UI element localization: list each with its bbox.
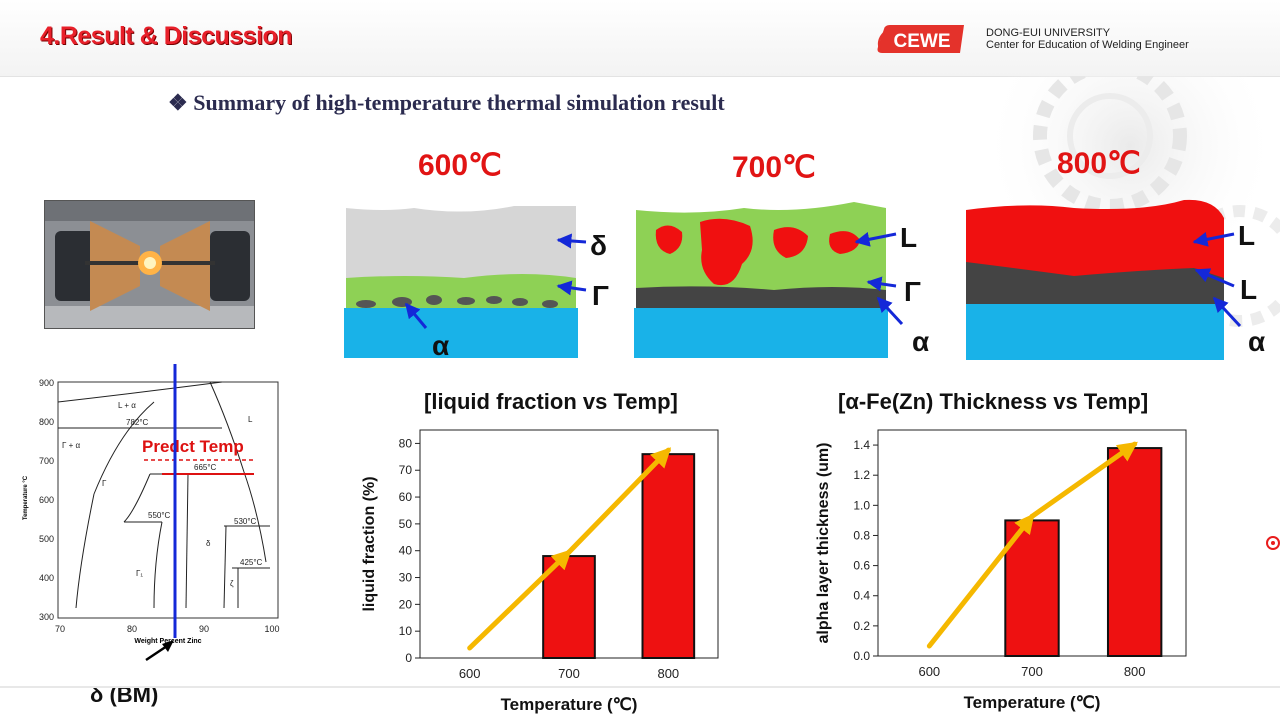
phase-xlabel: Weight Percent Zinc (134, 638, 201, 645)
trend-arrow (566, 447, 672, 555)
y-tick-label: 70 (399, 463, 413, 477)
phase-ytick: 700 (39, 456, 54, 466)
bar (542, 555, 596, 659)
micrograph-700 (634, 202, 888, 358)
y-tick-label: 1.4 (853, 438, 870, 452)
y-tick-label: 30 (399, 571, 413, 585)
y-tick-label: 0.8 (853, 528, 870, 542)
y-tick-label: 0.4 (853, 589, 870, 603)
phase-label-gamma: Γ (592, 280, 609, 311)
summary-heading: ❖ Summary of high-temperature thermal si… (168, 90, 725, 116)
liquid-fraction-chart: 0 10 20 30 40 50 60 70 80 600 700 800 Temperature (℃… (361, 429, 719, 714)
temp-label-800: 800℃ (1057, 147, 1141, 180)
y-tick-label: 60 (399, 490, 413, 504)
y-axis-label: liquid fraction (%) (361, 476, 378, 611)
micrograph-800 (966, 199, 1224, 360)
phase-region-label: 425°C (240, 558, 263, 567)
phase-region-label: 530°C (234, 517, 257, 526)
x-tick-label: 700 (1021, 664, 1043, 679)
x-tick-label: 600 (459, 666, 481, 681)
phase-ylabel: Temperature °C (23, 475, 29, 520)
phase-region-label: δ (206, 539, 211, 548)
trend-arrow (926, 513, 1035, 649)
phase-xtick: 70 (55, 624, 65, 634)
x-tick-label: 600 (918, 664, 940, 679)
section-title: 4.Result & Discussion (40, 22, 293, 50)
phase-region-label: 782°C (126, 418, 149, 427)
y-tick-label: 0 (405, 651, 412, 665)
phase-ytick: 900 (39, 378, 54, 388)
phase-ytick: 400 (39, 573, 54, 583)
phase-label-liquid: L (1240, 274, 1258, 305)
university-name: DONG-EUI UNIVERSITY Center for Education… (986, 27, 1189, 51)
phase-arrows (404, 231, 1242, 329)
thermal-simulator-photo (44, 200, 255, 329)
phase-label-gamma: Γ (904, 276, 921, 307)
phase-region-label: L (248, 415, 253, 424)
summary-title: Summary of high-temperature thermal simu… (193, 90, 725, 115)
phase-label-liquid: L (900, 222, 918, 253)
y-tick-label: 20 (399, 597, 413, 611)
phase-label-alpha: α (912, 326, 930, 357)
x-tick-label: 700 (558, 666, 580, 681)
phase-xtick: 80 (127, 624, 137, 634)
cu-zn-phase-diagram: 900 800 700 600 500 400 300 70 80 90 100… (23, 364, 280, 662)
x-tick-label: 800 (657, 666, 679, 681)
chart-title-alpha-thickness: [α-Fe(Zn) Thickness vs Temp] (838, 389, 1149, 414)
temp-label-600: 600℃ (418, 149, 502, 182)
y-tick-label: 1.2 (853, 468, 870, 482)
phase-region-label: Γ (102, 479, 107, 488)
phase-region-label: Γ₁ (136, 569, 143, 578)
phase-ytick: 500 (39, 534, 54, 544)
y-tick-label: 0.6 (853, 559, 870, 573)
y-tick-label: 50 (399, 517, 413, 531)
alpha-thickness-chart: 0.0 0.2 0.4 0.6 0.8 1.0 1.2 1.4 600 700 800 Tempera… (815, 429, 1187, 712)
temp-label-700: 700℃ (732, 151, 816, 184)
y-tick-label: 0.2 (853, 619, 870, 633)
y-tick-label: 40 (399, 544, 413, 558)
center-name: Center for Education of Welding Engineer (986, 39, 1189, 51)
x-axis-label: Temperature (℃) (964, 693, 1101, 712)
bar (1004, 519, 1060, 658)
trend-arrow (1029, 441, 1138, 519)
y-tick-label: 80 (399, 436, 413, 450)
phase-region-label: 665°C (194, 463, 217, 472)
diamond-bullet-icon: ❖ (168, 90, 194, 115)
phase-ytick: 600 (39, 495, 54, 505)
phase-ytick: 800 (39, 417, 54, 427)
micrograph-600 (344, 206, 578, 358)
phase-label-delta: δ (590, 230, 607, 261)
phase-label-liquid: L (1238, 220, 1256, 251)
predict-temp-annotation: Predct Temp (142, 437, 244, 456)
x-axis-label: Temperature (℃) (501, 695, 638, 714)
phase-xtick: 100 (264, 624, 279, 634)
phase-xtick: 90 (199, 624, 209, 634)
trend-arrow (467, 549, 572, 651)
phase-region-label: Γ + α (62, 441, 81, 450)
phase-label-alpha: α (1248, 326, 1266, 357)
phase-region-label: L + α (118, 401, 136, 410)
slide-header: 4.Result & Discussion CEWE DONG-EUI UNIV… (0, 0, 1280, 77)
cewe-logo: CEWE (877, 25, 964, 53)
phase-region-label: 550°C (148, 511, 171, 520)
x-tick-label: 800 (1124, 664, 1146, 679)
y-tick-label: 1.0 (853, 498, 870, 512)
bar (1106, 447, 1163, 657)
phase-label-alpha: α (432, 330, 450, 361)
phase-ytick: 300 (39, 612, 54, 622)
logo-text: CEWE (894, 31, 951, 52)
phase-region-label: ζ (230, 579, 234, 588)
y-axis-label: alpha layer thickness (um) (815, 443, 832, 644)
pointer-cursor-icon (1266, 536, 1280, 550)
university-title: DONG-EUI UNIVERSITY (986, 27, 1111, 39)
y-tick-label: 10 (399, 624, 413, 638)
chart-title-liquid-fraction: [liquid fraction vs Temp] (424, 389, 678, 414)
y-tick-label: 0.0 (853, 649, 870, 663)
bar (641, 453, 696, 660)
footer-divider (0, 686, 1280, 688)
